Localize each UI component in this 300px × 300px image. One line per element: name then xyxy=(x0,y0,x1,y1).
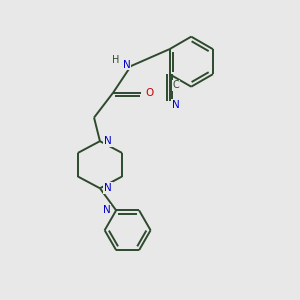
Text: N: N xyxy=(172,100,180,110)
Text: N: N xyxy=(104,136,112,146)
Text: C: C xyxy=(173,80,179,90)
Text: N: N xyxy=(104,183,112,193)
Text: H: H xyxy=(112,55,119,65)
Text: O: O xyxy=(145,88,154,98)
Text: N: N xyxy=(123,60,130,70)
Text: N: N xyxy=(103,205,111,215)
